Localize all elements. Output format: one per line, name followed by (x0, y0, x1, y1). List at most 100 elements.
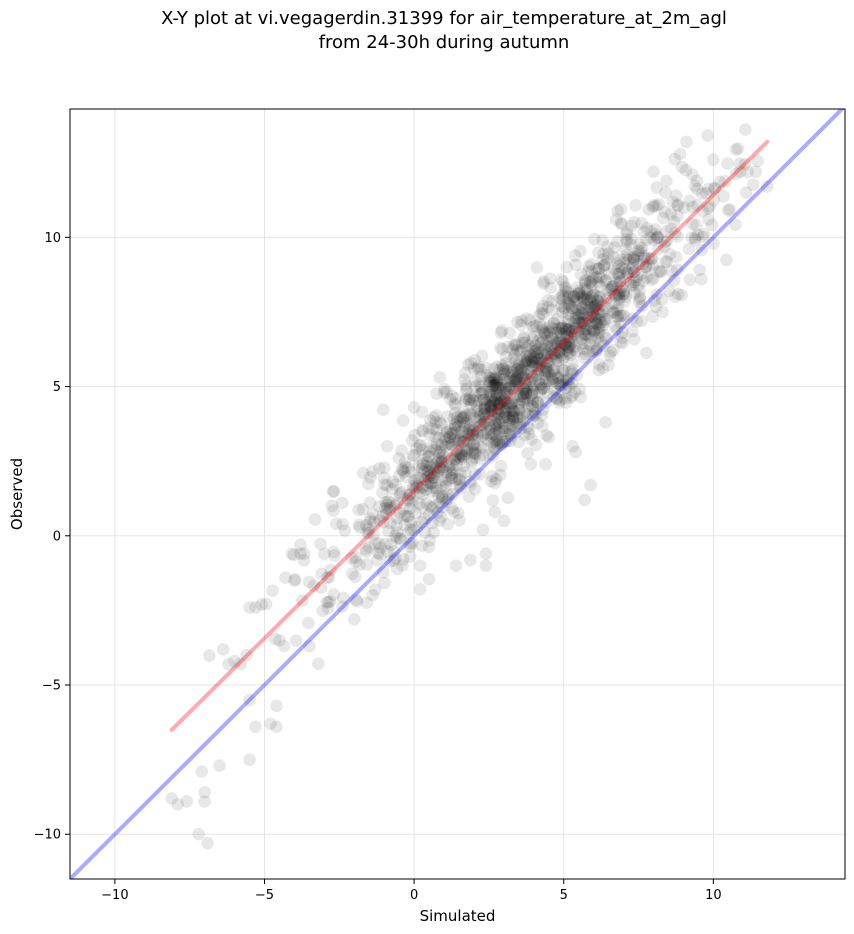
scatter-point (302, 616, 315, 630)
scatter-point (443, 393, 457, 406)
scatter-point (437, 460, 450, 474)
scatter-point (520, 420, 534, 434)
scatter-point (390, 531, 404, 545)
scatter-point (396, 463, 409, 476)
scatter-point (566, 324, 579, 338)
scatter-point (403, 540, 417, 553)
scatter-point (565, 365, 578, 378)
scatter-point (602, 267, 616, 281)
scatter-point (604, 280, 618, 294)
scatter-point (505, 409, 519, 423)
scatter-point (505, 397, 518, 410)
scatter-point (472, 410, 486, 424)
scatter-point (449, 473, 463, 486)
scatter-point (592, 326, 606, 340)
scatter-point (483, 399, 497, 412)
scatter-point (415, 515, 428, 529)
scatter-point (477, 407, 491, 421)
scatter-point (632, 244, 645, 258)
scatter-point (389, 478, 402, 491)
scatter-point (702, 182, 715, 196)
scatter-point (585, 257, 598, 271)
scatter-point (543, 320, 556, 333)
scatter-point (416, 457, 430, 470)
scatter-point (518, 406, 532, 420)
scatter-point (451, 419, 465, 433)
scatter-point (555, 375, 568, 389)
scatter-point (525, 388, 538, 402)
scatter-point (544, 281, 557, 295)
scatter-point (490, 413, 504, 426)
scatter-point (420, 497, 434, 510)
scatter-point (563, 380, 576, 393)
scatter-point (465, 456, 478, 470)
scatter-point (478, 407, 491, 421)
scatter-point (430, 387, 443, 400)
scatter-point (542, 325, 556, 338)
scatter-point (352, 518, 366, 531)
scatter-point (484, 407, 498, 421)
x-tick-label: 0 (410, 888, 418, 903)
scatter-point (619, 290, 632, 303)
scatter-point (594, 280, 608, 293)
scatter-point (408, 428, 421, 442)
scatter-point (497, 514, 511, 528)
scatter-point (503, 422, 517, 436)
scatter-point (607, 297, 621, 310)
scatter-point (423, 428, 437, 442)
scatter-point (406, 479, 420, 493)
scatter-point (491, 406, 504, 419)
scatter-point (635, 299, 649, 313)
scatter-point (546, 331, 559, 345)
scatter-point (592, 303, 605, 316)
scatter-point (511, 370, 525, 383)
scatter-point (466, 392, 480, 406)
scatter-point (397, 465, 411, 479)
scatter-point (507, 364, 520, 378)
scatter-point (468, 353, 482, 367)
scatter-point (380, 479, 394, 492)
scatter-point (525, 399, 539, 413)
scatter-point (551, 377, 565, 391)
scatter-point (613, 309, 627, 323)
scatter-point (593, 290, 606, 304)
scatter-point (349, 555, 363, 569)
scatter-point (534, 378, 547, 391)
scatter-point (352, 503, 366, 517)
scatter-point (465, 445, 479, 458)
scatter-point (540, 347, 554, 361)
scatter-point (596, 234, 609, 247)
scatter-point (561, 341, 574, 354)
scatter-point (417, 465, 430, 479)
scatter-point (403, 487, 417, 501)
scatter-point (390, 511, 404, 525)
scatter-point (362, 526, 376, 540)
scatter-point (418, 473, 432, 487)
scatter-point (415, 539, 429, 553)
scatter-point (535, 408, 549, 422)
scatter-point (550, 392, 564, 405)
scatter-point (552, 345, 566, 358)
scatter-point (434, 462, 447, 475)
scatter-point (571, 312, 584, 325)
scatter-point (599, 416, 612, 429)
scatter-point (608, 288, 621, 301)
scatter-point (472, 420, 486, 433)
scatter-point (536, 323, 550, 337)
scatter-point (589, 345, 603, 359)
scatter-point (379, 507, 393, 521)
scatter-point (582, 304, 595, 317)
scatter-point (561, 330, 575, 343)
scatter-point (483, 371, 496, 384)
scatter-point (572, 316, 586, 329)
scatter-point (587, 301, 600, 314)
scatter-point (434, 456, 448, 469)
scatter-point (588, 288, 602, 302)
scatter-point (642, 252, 656, 265)
scatter-point (490, 410, 503, 424)
scatter-point (610, 303, 624, 317)
scatter-point (596, 361, 610, 375)
scatter-point (486, 398, 500, 412)
scatter-point (414, 438, 427, 452)
scatter-point (622, 253, 635, 267)
